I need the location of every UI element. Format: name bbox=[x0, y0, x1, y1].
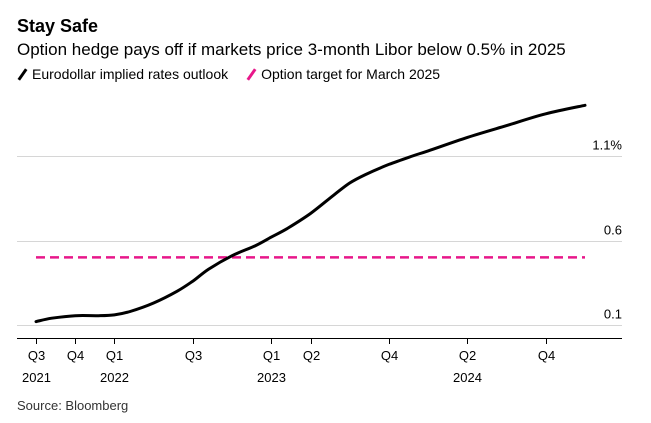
chart-source: Source: Bloomberg bbox=[17, 398, 129, 413]
chart-subtitle: Option hedge pays off if markets price 3… bbox=[17, 40, 566, 59]
y-tick-label-0: 0.1 bbox=[604, 307, 622, 322]
series-line-eurodollar bbox=[34, 103, 587, 324]
x-tick-label-0: Q3 bbox=[28, 348, 45, 363]
legend-item-eurodollar: Eurodollar implied rates outlook bbox=[17, 64, 228, 84]
series-lines bbox=[34, 103, 587, 324]
x-tick-label-6: Q4 bbox=[381, 348, 398, 363]
tick-labels: 0.1 0.6 1.1% Q3 Q4 Q1 Q3 Q1 Q2 Q4 Q2 Q4 2021 2022 2023… bbox=[22, 138, 622, 386]
y-tick-label-1: 0.6 bbox=[604, 223, 622, 238]
gridlines bbox=[17, 156, 622, 326]
x-tick-label-5: Q2 bbox=[303, 348, 320, 363]
legend-label-option-target: Option target for March 2025 bbox=[261, 66, 441, 82]
x-axis bbox=[17, 338, 622, 344]
x-year-label-2: 2023 bbox=[257, 370, 286, 385]
x-tick-label-2: Q1 bbox=[106, 348, 123, 363]
x-tick-label-1: Q4 bbox=[67, 348, 84, 363]
x-year-label-3: 2024 bbox=[453, 370, 482, 385]
x-tick-label-7: Q2 bbox=[459, 348, 476, 363]
x-year-label-0: 2021 bbox=[22, 370, 51, 385]
chart-legend: Eurodollar implied rates outlook Option … bbox=[17, 64, 458, 84]
y-tick-label-2: 1.1% bbox=[592, 138, 622, 153]
x-tick-label-3: Q3 bbox=[185, 348, 202, 363]
legend-label-eurodollar: Eurodollar implied rates outlook bbox=[32, 66, 229, 82]
legend-item-option-target: Option target for March 2025 bbox=[246, 64, 440, 84]
chart-title: Stay Safe bbox=[17, 16, 99, 36]
x-tick-label-4: Q1 bbox=[263, 348, 280, 363]
x-year-label-1: 2022 bbox=[100, 370, 129, 385]
x-tick-label-8: Q4 bbox=[538, 348, 555, 363]
